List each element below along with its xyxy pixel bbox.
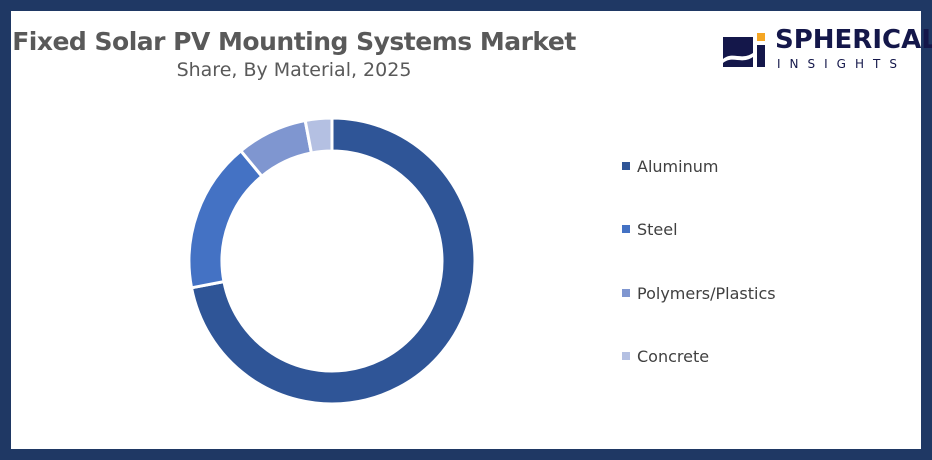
spherical-insights-logo: SPHERICAL INSIGHTS xyxy=(723,25,932,75)
legend-item-aluminum: Aluminum xyxy=(622,156,718,176)
donut-chart xyxy=(187,116,477,406)
donut-slice-concrete xyxy=(303,116,334,155)
chart-panel: Fixed Solar PV Mounting Systems Market S… xyxy=(11,11,932,449)
legend-swatch xyxy=(622,225,630,233)
legend-item-steel: Steel xyxy=(622,219,678,239)
logo-name: SPHERICAL xyxy=(775,25,932,55)
legend-label: Steel xyxy=(637,219,678,239)
legend-label: Aluminum xyxy=(637,156,719,176)
legend-swatch xyxy=(622,352,630,360)
donut-slice-steel xyxy=(187,148,264,290)
legend-swatch xyxy=(622,162,630,170)
donut-slice-aluminum xyxy=(189,116,477,406)
legend-label: Concrete xyxy=(637,346,710,366)
logo-tagline: INSIGHTS xyxy=(777,57,906,71)
legend-label: Polymers/Plastics xyxy=(637,283,776,303)
legend-item-polymers-plastics: Polymers/Plastics xyxy=(622,283,776,303)
chart-subtitle: Share, By Material, 2025 xyxy=(176,59,412,81)
logo-mark-icon xyxy=(723,33,765,67)
chart-title: Fixed Solar PV Mounting Systems Market xyxy=(12,27,576,56)
legend-swatch xyxy=(622,289,630,297)
legend-item-concrete: Concrete xyxy=(622,346,709,366)
